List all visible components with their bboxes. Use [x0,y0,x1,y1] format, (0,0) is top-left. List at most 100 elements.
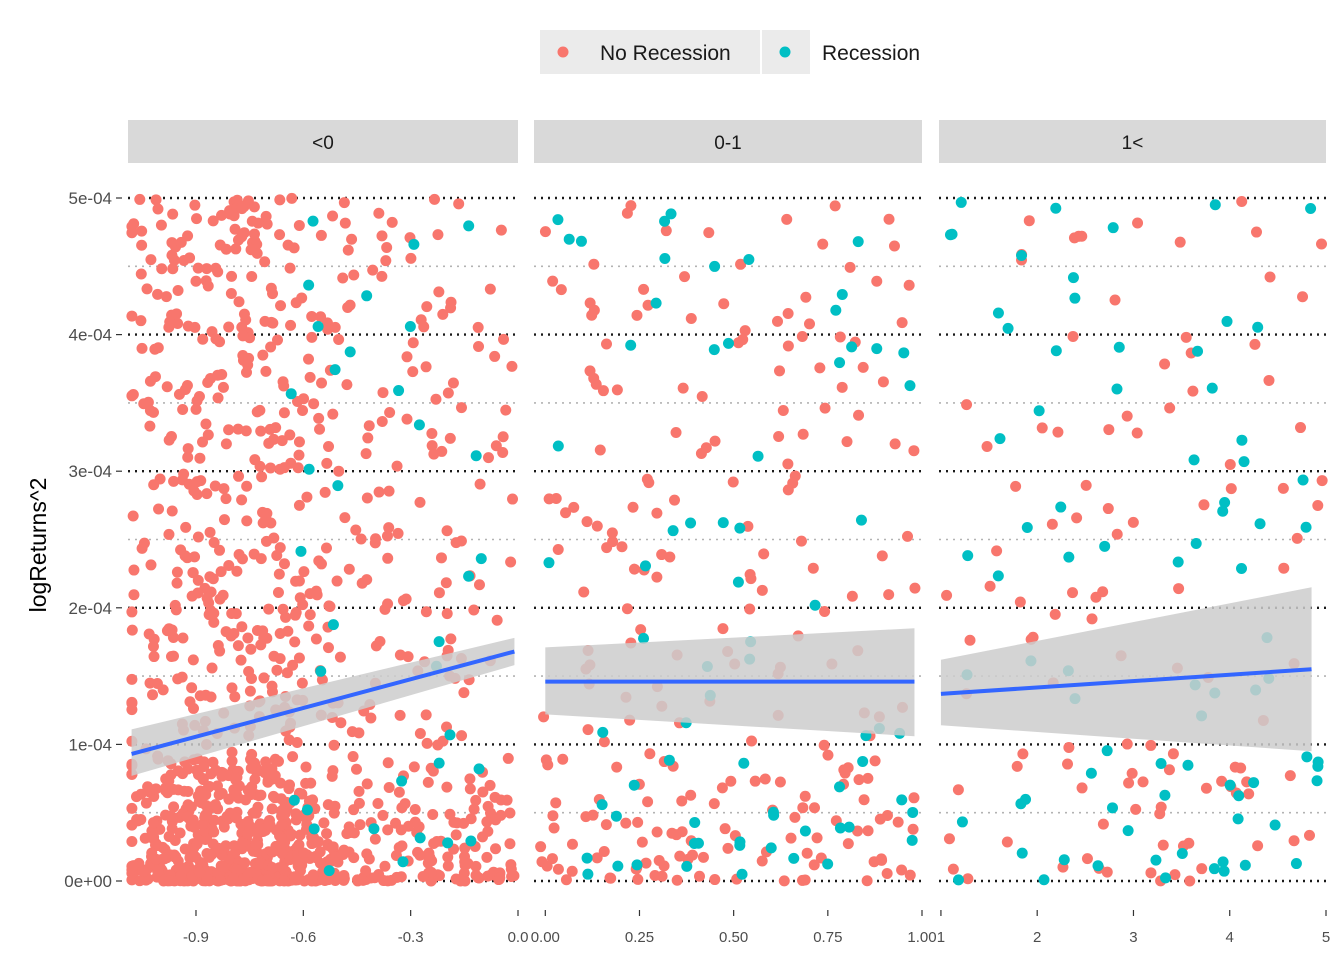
point-recession [992,570,1004,582]
point-no-recession [356,577,368,589]
point-no-recession [441,608,453,620]
point-no-recession [190,275,202,287]
point-no-recession [350,524,362,536]
point-no-recession [635,624,647,636]
point-no-recession [289,871,301,883]
point-no-recession [1264,271,1276,283]
point-no-recession [168,801,180,813]
point-no-recession [367,264,379,276]
point-no-recession [254,404,266,416]
point-no-recession [739,325,751,337]
point-no-recession [245,643,257,655]
point-no-recession [1297,291,1309,303]
point-no-recession [489,350,501,362]
point-recession [688,838,700,850]
point-no-recession [191,213,203,225]
point-no-recession [182,451,194,463]
point-recession [307,215,319,227]
point-no-recession [401,413,413,425]
point-no-recession [621,207,633,219]
point-no-recession [168,254,180,266]
point-no-recession [708,798,720,810]
point-no-recession [470,860,482,872]
point-no-recession [651,571,663,583]
legend-label-recession: Recession [822,42,920,65]
point-no-recession [412,846,424,858]
point-recession [1155,758,1167,770]
point-no-recession [212,392,224,404]
point-no-recession [433,587,445,599]
point-no-recession [175,236,187,248]
point-recession [470,450,482,462]
point-no-recession [152,865,164,877]
point-no-recession [459,842,471,854]
point-no-recession [381,530,393,542]
point-no-recession [506,360,518,372]
point-no-recession [383,781,395,793]
point-no-recession [212,369,224,381]
point-recession [734,522,746,534]
point-no-recession [430,393,442,405]
point-no-recession [190,403,202,415]
point-no-recession [137,865,149,877]
point-no-recession [459,875,471,887]
point-no-recession [326,770,338,782]
point-no-recession [1224,459,1236,471]
point-no-recession [877,376,889,388]
point-no-recession [182,443,194,455]
point-no-recession [208,826,220,838]
point-no-recession [477,786,489,798]
point-no-recession [208,616,220,628]
point-no-recession [237,330,249,342]
point-no-recession [191,395,203,407]
point-no-recession [862,825,874,837]
point-recession [552,440,564,452]
point-recession [414,832,426,844]
point-no-recession [433,286,445,298]
point-no-recession [800,291,812,303]
point-no-recession [126,227,138,239]
point-no-recession [504,838,516,850]
point-no-recession [566,838,578,850]
point-no-recession [1284,770,1296,782]
point-no-recession [226,755,238,767]
point-no-recession [547,810,559,822]
point-no-recession [376,270,388,282]
point-no-recession [841,436,853,448]
point-recession [433,757,445,769]
point-no-recession [220,438,232,450]
point-no-recession [224,208,236,220]
point-no-recession [214,874,226,886]
point-no-recession [1101,866,1113,878]
point-no-recession [126,310,138,322]
point-no-recession [213,789,225,801]
point-no-recession [331,575,343,587]
point-no-recession [210,262,222,274]
point-no-recession [254,460,266,472]
point-no-recession [322,799,334,811]
point-no-recession [1067,587,1079,599]
point-no-recession [266,803,278,815]
point-no-recession [382,824,394,836]
point-no-recession [180,521,192,533]
point-no-recession [135,268,147,280]
point-no-recession [271,664,283,676]
point-recession [1218,865,1230,877]
point-no-recession [281,667,293,679]
point-no-recession [1184,875,1196,887]
point-no-recession [653,855,665,867]
y-tick-label: 3e-04 [69,462,112,481]
point-no-recession [363,853,375,865]
point-no-recession [649,869,661,881]
point-recession [1301,751,1313,763]
facet-panel: 0-1 0.00 0.25 0.50 0.75 1.00 [531,120,937,946]
point-no-recession [809,802,821,814]
point-recession [830,304,842,316]
point-no-recession [188,485,200,497]
point-no-recession [361,492,373,504]
point-no-recession [722,842,734,854]
point-no-recession [242,632,254,644]
point-no-recession [328,739,340,751]
x-tick-label: 2 [1033,929,1041,946]
point-no-recession [393,786,405,798]
